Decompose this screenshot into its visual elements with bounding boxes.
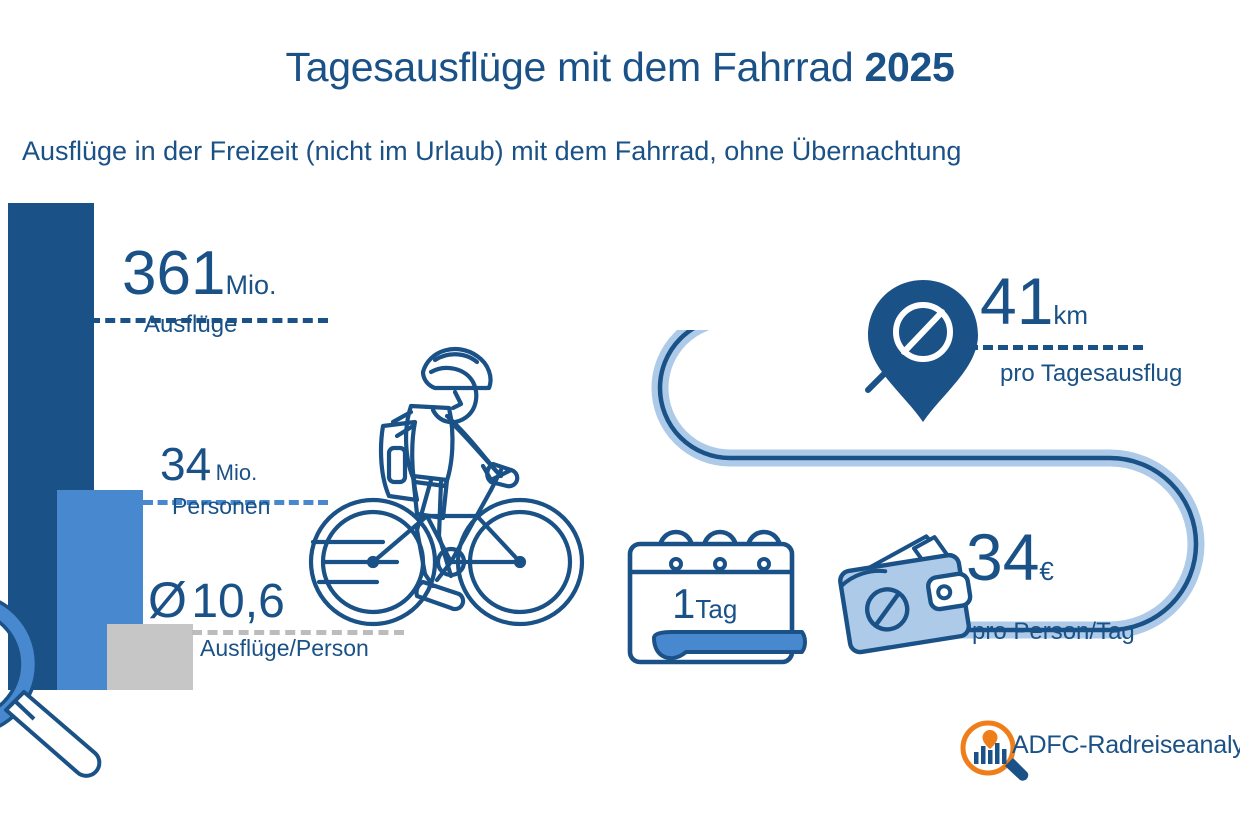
calendar-unit: Tag: [695, 594, 738, 624]
stat-ausfluege-value: 361: [122, 239, 226, 308]
stat-pro-person-caption: Ausflüge/Person: [200, 635, 369, 661]
adfc-logo-text: ADFC-Radreiseanalyse: [1012, 731, 1240, 759]
stat-km: 41km: [980, 268, 1088, 334]
connector-line-personen: [143, 500, 328, 505]
title-main-text: Tagesausflüge mit dem Fahrrad: [285, 44, 865, 90]
stat-km-caption: pro Tagesausflug: [1000, 360, 1183, 387]
wallet-icon: [838, 534, 973, 655]
stat-eur-value: 34: [966, 520, 1040, 594]
stat-ausfluege-caption: Ausflüge: [144, 311, 238, 338]
magnifier-decoration-icon: [0, 600, 102, 778]
stat-personen-caption: Personen: [172, 493, 271, 519]
stat-personen: 34 Mio. Personen: [160, 441, 270, 520]
stat-eur-unit: €: [1039, 556, 1054, 586]
adfc-logo-icon: [960, 720, 1029, 781]
cyclist-illustration-icon: [308, 346, 585, 627]
calendar-number: 1: [672, 580, 696, 627]
calendar-label: 1Tag: [672, 580, 737, 628]
stat-personen-unit: Mio.: [215, 460, 258, 485]
calendar-icon: [627, 529, 807, 665]
connector-line-pro-person: [192, 630, 404, 635]
bar-ausfluege-pro-person: [107, 624, 193, 690]
stat-personen-value: 34: [160, 438, 212, 490]
stat-km-value: 41: [980, 264, 1054, 338]
stat-ausfluege-pro-person: Ø 10,6 Ausflüge/Person: [148, 571, 369, 662]
connector-line-ausfluege: [90, 318, 328, 323]
page-title: Tagesausflüge mit dem Fahrrad 2025: [0, 44, 1240, 91]
stat-eur-caption: pro Person/Tag: [972, 618, 1135, 645]
stat-km-unit: km: [1053, 300, 1089, 330]
map-pin-icon: [868, 280, 978, 422]
page-subtitle: Ausflüge in der Freizeit (nicht im Urlau…: [22, 136, 962, 166]
stat-pro-person-value: 10,6: [191, 575, 285, 628]
stat-ausfluege: 361Mio. Ausflüge: [122, 243, 276, 339]
stat-ausfluege-unit: Mio.: [225, 270, 277, 300]
stat-eur: 34€: [966, 524, 1054, 590]
title-year-text: 2025: [864, 44, 955, 90]
average-symbol-icon: Ø: [148, 572, 187, 628]
connector-line-km: [968, 345, 1143, 350]
